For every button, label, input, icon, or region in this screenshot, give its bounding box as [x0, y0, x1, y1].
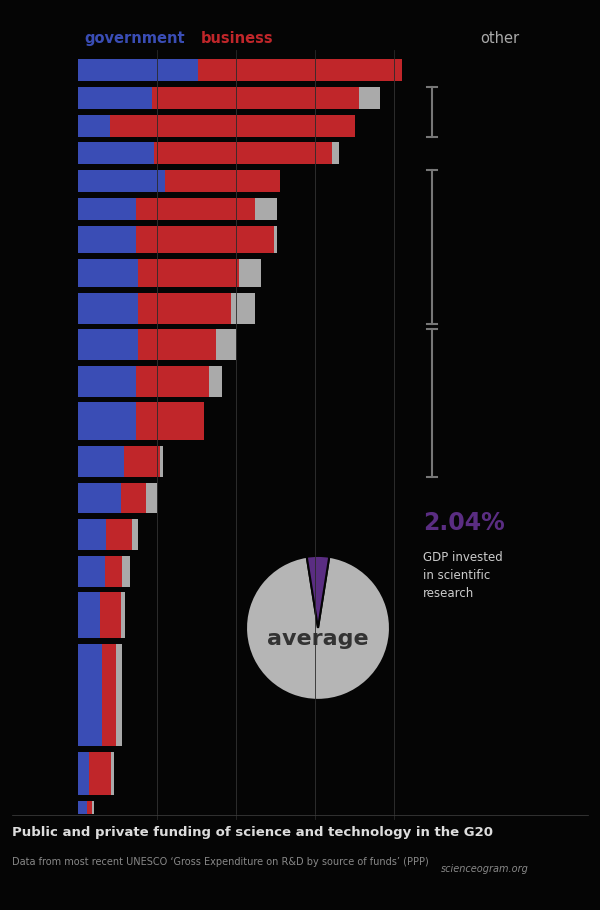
Bar: [232, 293, 255, 324]
Bar: [78, 143, 154, 165]
Bar: [78, 402, 136, 440]
Bar: [78, 802, 88, 814]
Bar: [136, 366, 209, 397]
Text: average: average: [267, 629, 369, 649]
Bar: [105, 556, 122, 587]
Wedge shape: [307, 556, 329, 628]
Bar: [136, 226, 274, 254]
Text: GDP invested
in scientific
research: GDP invested in scientific research: [423, 551, 503, 600]
Bar: [116, 643, 122, 746]
Bar: [78, 556, 105, 587]
Bar: [92, 802, 94, 814]
Text: scienceogram.org: scienceogram.org: [441, 864, 529, 875]
Bar: [78, 592, 100, 638]
Bar: [215, 329, 236, 360]
Bar: [106, 520, 132, 550]
Bar: [110, 115, 355, 136]
Bar: [89, 752, 111, 795]
Bar: [122, 556, 130, 587]
Bar: [359, 87, 380, 109]
Bar: [78, 329, 138, 360]
Bar: [132, 520, 138, 550]
Bar: [78, 87, 152, 109]
Bar: [78, 293, 138, 324]
Bar: [88, 802, 92, 814]
Bar: [78, 59, 198, 81]
Text: business: business: [201, 31, 274, 46]
Bar: [78, 366, 136, 397]
Bar: [78, 483, 121, 513]
Text: 2.04%: 2.04%: [423, 511, 505, 535]
Bar: [124, 446, 160, 477]
Bar: [422, 59, 439, 81]
Text: Data from most recent UNESCO ‘Gross Expenditure on R&D by source of funds’ (PPP): Data from most recent UNESCO ‘Gross Expe…: [12, 857, 429, 867]
Bar: [239, 259, 262, 287]
Bar: [198, 59, 422, 81]
Bar: [332, 143, 339, 165]
Bar: [78, 115, 110, 136]
Text: Public and private funding of science and technology in the G20: Public and private funding of science an…: [12, 826, 493, 839]
Bar: [209, 366, 222, 397]
Bar: [78, 259, 138, 287]
Bar: [102, 643, 116, 746]
Bar: [138, 329, 215, 360]
Wedge shape: [246, 557, 390, 700]
Bar: [100, 592, 121, 638]
Bar: [138, 293, 232, 324]
Bar: [146, 483, 157, 513]
Bar: [78, 170, 165, 192]
Bar: [255, 198, 277, 220]
Bar: [136, 198, 255, 220]
Bar: [121, 592, 125, 638]
Bar: [78, 198, 136, 220]
Bar: [121, 483, 146, 513]
Bar: [274, 226, 277, 254]
Bar: [138, 259, 239, 287]
Bar: [111, 752, 115, 795]
Bar: [78, 446, 124, 477]
Bar: [78, 643, 102, 746]
Bar: [78, 520, 106, 550]
Text: other: other: [480, 31, 519, 46]
Bar: [78, 226, 136, 254]
Bar: [154, 143, 332, 165]
Bar: [160, 446, 163, 477]
Bar: [78, 752, 89, 795]
Bar: [165, 170, 280, 192]
Bar: [152, 87, 359, 109]
Text: government: government: [84, 31, 185, 46]
Bar: [136, 402, 205, 440]
